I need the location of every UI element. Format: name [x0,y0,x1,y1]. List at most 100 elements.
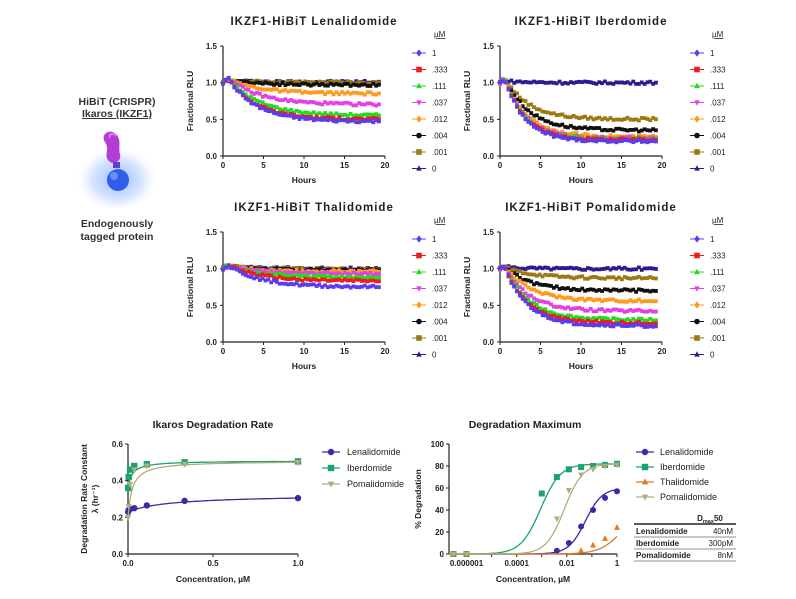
legend-marker [416,235,422,243]
data-point [274,97,279,102]
legend-label: 1 [432,49,437,58]
legend-title: µM [712,30,724,39]
data-point [594,126,599,130]
data-point [357,113,361,118]
data-point [308,80,313,84]
data-point [331,115,336,120]
data-point [614,137,619,142]
data-point [651,299,655,304]
data-point [506,87,511,92]
data-point [357,277,361,282]
data-point [517,104,522,109]
chart-title: Degradation Maximum [469,419,582,431]
data-point [300,271,305,276]
data-point [634,322,638,327]
data-point [537,80,542,85]
data-point [509,275,514,280]
legend-marker [694,301,700,309]
data-point [334,117,339,122]
data-point [311,118,316,123]
data-point [551,122,556,127]
data-point [240,82,245,87]
data-point [617,288,621,293]
data-point [625,128,630,133]
data-point [328,278,333,283]
data-point [334,271,339,276]
data-point [628,128,633,132]
data-point [634,117,638,122]
data-point [328,79,333,84]
data-point [571,266,576,271]
data-point [546,130,551,135]
legend-label: .333 [432,66,448,75]
data-point [597,267,602,272]
data-point [131,462,138,470]
data-point [532,300,536,305]
data-point [357,268,361,273]
data-point [303,79,308,84]
data-point [297,109,302,114]
panel-title: IKZF1-HiBiT Thalidomide [234,202,394,214]
data-point [283,281,288,286]
data-point [526,265,531,270]
data-point [563,319,568,323]
data-point [617,322,621,327]
data-point [371,268,376,273]
data-point [523,117,528,122]
y-axis-label: Degradation Rate Constantλ (hr⁻¹) [79,444,100,554]
data-point [317,273,322,278]
data-point [602,298,607,303]
data-point [331,92,336,97]
ikaros-label: Ikaros (IKZF1) [81,108,152,120]
data-point [651,288,655,293]
data-point [334,90,339,95]
data-point [639,128,644,133]
x-tick-label: 5 [261,161,266,170]
x-tick-label: 0.01 [559,559,575,568]
data-point [520,292,525,296]
data-point [362,112,367,117]
legend-marker [416,351,422,357]
data-point [286,80,291,84]
data-point [277,83,282,87]
data-point [551,266,556,271]
data-point [257,91,262,96]
data-point [360,113,364,118]
y-tick-label: 1.5 [483,228,495,237]
data-point [515,284,519,289]
data-point [645,140,650,145]
data-point [348,285,353,290]
data-point [546,273,551,278]
data-point [314,101,319,106]
data-point [565,540,572,546]
data-point [517,293,522,298]
legend-label: .111 [432,268,447,277]
data-point [526,103,531,107]
data-point [563,266,568,271]
legend-marker [416,149,422,155]
legend-marker [416,66,422,73]
data-point [639,316,644,321]
data-point [377,102,381,107]
data-point [546,310,551,315]
data-point [252,91,257,96]
data-point [232,80,237,85]
data-point [523,291,528,296]
data-point [608,275,613,280]
data-point [320,90,325,94]
data-point [529,302,534,307]
data-point [654,139,658,144]
data-point [577,125,582,130]
data-point [357,83,361,88]
data-point [317,101,322,106]
legend-label: Iberdomide [347,463,392,473]
data-point [591,126,596,131]
data-point [526,108,531,113]
data-point [303,117,308,121]
data-point [125,473,132,481]
legend-label: .012 [432,115,448,124]
data-point [294,281,299,286]
data-point [286,273,291,278]
